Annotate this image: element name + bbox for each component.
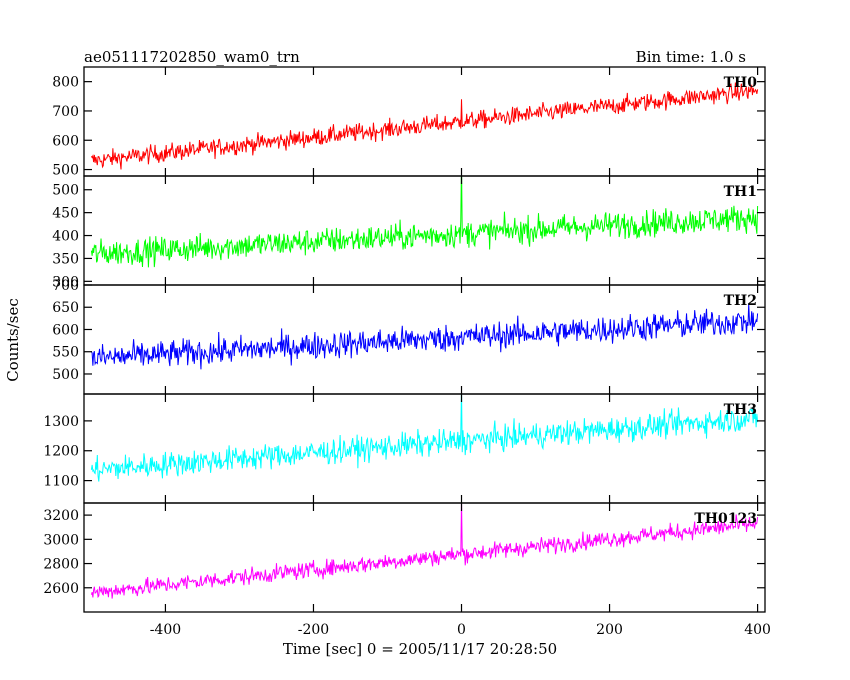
panel-frame [83, 502, 766, 613]
y-tick-label: 500 [52, 163, 79, 179]
y-tick-label: 700 [52, 278, 79, 294]
y-tick-label: 600 [52, 322, 79, 338]
panels-group: 500 600 700 800 TH0 300 350 400 450 500 TH1 500 550 6… [43, 66, 771, 638]
x-tick-label: 0 [457, 622, 466, 638]
y-tick-label: 2600 [43, 581, 79, 597]
y-tick-label: 1200 [43, 444, 79, 460]
bin-time-label: Bin time: 1.0 s [636, 48, 746, 66]
y-tick-label: 350 [52, 251, 79, 267]
panel-label-th2: TH2 [724, 293, 757, 309]
panel-label-th0: TH0 [724, 75, 758, 91]
x-tick-label: -200 [298, 622, 329, 638]
x-tick-label: 200 [596, 622, 623, 638]
panel-label-th3: TH3 [724, 402, 757, 418]
x-axis-label: Time [sec] 0 = 2005/11/17 20:28:50 [283, 640, 557, 658]
y-tick-label: 3000 [43, 532, 79, 548]
y-axis-label: Counts/sec [4, 298, 22, 382]
chart-title: ae051117202850_wam0_trn [84, 48, 300, 66]
y-tick-label: 500 [52, 183, 79, 199]
series-line-th1 [90, 176, 759, 268]
y-tick-label: 300 [52, 274, 79, 290]
y-tick-label: 650 [52, 300, 79, 316]
y-tick-label: 400 [52, 229, 79, 245]
panel-label-th0123: TH0123 [694, 511, 757, 527]
y-tick-label: 1100 [43, 474, 79, 490]
series-line-th0123 [90, 503, 759, 599]
panel-frame [83, 393, 766, 504]
x-tick-label: -400 [150, 622, 181, 638]
y-tick-label: 500 [52, 367, 79, 383]
panel-label-th1: TH1 [724, 184, 757, 200]
y-tick-label: 600 [52, 133, 79, 149]
y-tick-label: 2800 [43, 557, 79, 573]
y-tick-label: 3200 [43, 508, 79, 524]
y-tick-label: 1300 [43, 414, 79, 430]
y-tick-label: 450 [52, 206, 79, 222]
series-line-th3 [90, 394, 759, 482]
x-tick-label: 400 [744, 622, 771, 638]
y-tick-label: 550 [52, 345, 79, 361]
y-tick-label: 700 [52, 104, 79, 120]
y-tick-label: 800 [52, 75, 79, 91]
series-line-th2 [90, 303, 759, 370]
series-line-th0 [90, 82, 759, 170]
